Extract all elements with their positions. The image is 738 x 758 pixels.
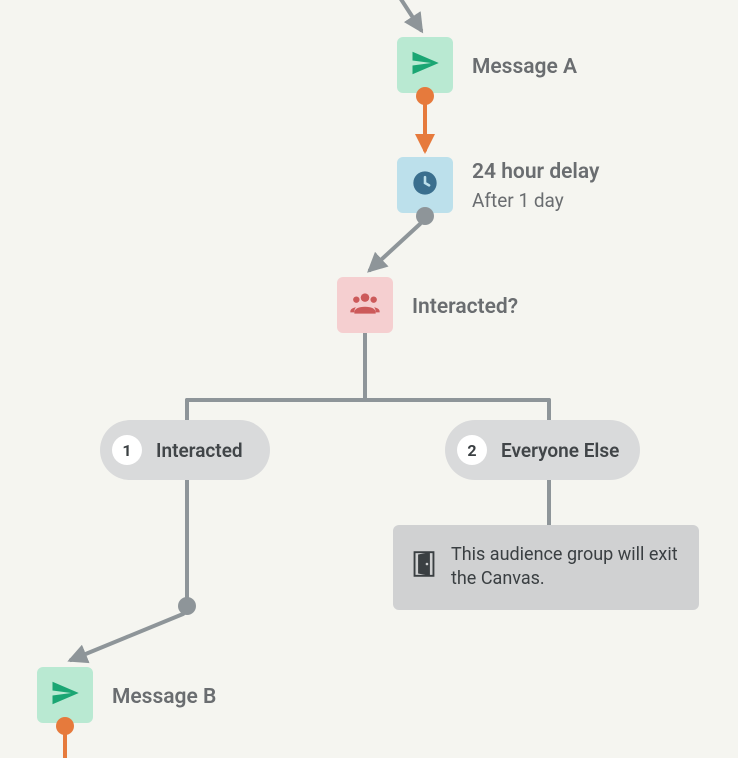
- node-interacted[interactable]: [337, 277, 393, 333]
- label-interacted: Interacted?: [412, 295, 518, 319]
- audience-icon: [349, 287, 381, 323]
- edge-left_to_B: [71, 614, 183, 660]
- edge-top_in: [395, 0, 421, 30]
- node-message-b[interactable]: [37, 667, 93, 723]
- exit-door-icon: [413, 551, 435, 584]
- node-message-a[interactable]: [397, 37, 453, 93]
- edge-delay_to_int: [370, 224, 420, 270]
- paper-plane-icon: [410, 48, 440, 82]
- paper-plane-icon: [50, 678, 80, 712]
- exit-box: This audience group will exit the Canvas…: [393, 525, 699, 610]
- canvas: Message A 24 hour delay After 1 day Inte…: [0, 0, 738, 758]
- connectors: [0, 0, 738, 758]
- label-delay: 24 hour delay: [472, 160, 599, 184]
- port-message-b-out[interactable]: [56, 717, 74, 735]
- branch-label: Interacted: [156, 439, 243, 462]
- branch-pill-everyone-else[interactable]: 2 Everyone Else: [445, 420, 640, 480]
- node-delay[interactable]: [397, 157, 453, 213]
- port-branch-left[interactable]: [178, 597, 196, 615]
- branch-pill-interacted[interactable]: 1 Interacted: [100, 420, 270, 480]
- branch-number: 2: [457, 435, 487, 465]
- branch-label: Everyone Else: [501, 439, 619, 462]
- branch-number: 1: [112, 435, 142, 465]
- label-message-b: Message B: [112, 685, 216, 709]
- exit-text: This audience group will exit the Canvas…: [451, 543, 679, 592]
- port-message-a-out[interactable]: [416, 87, 434, 105]
- clock-icon: [411, 169, 439, 201]
- sublabel-delay: After 1 day: [472, 189, 564, 212]
- label-message-a: Message A: [472, 55, 577, 79]
- port-delay-out[interactable]: [416, 207, 434, 225]
